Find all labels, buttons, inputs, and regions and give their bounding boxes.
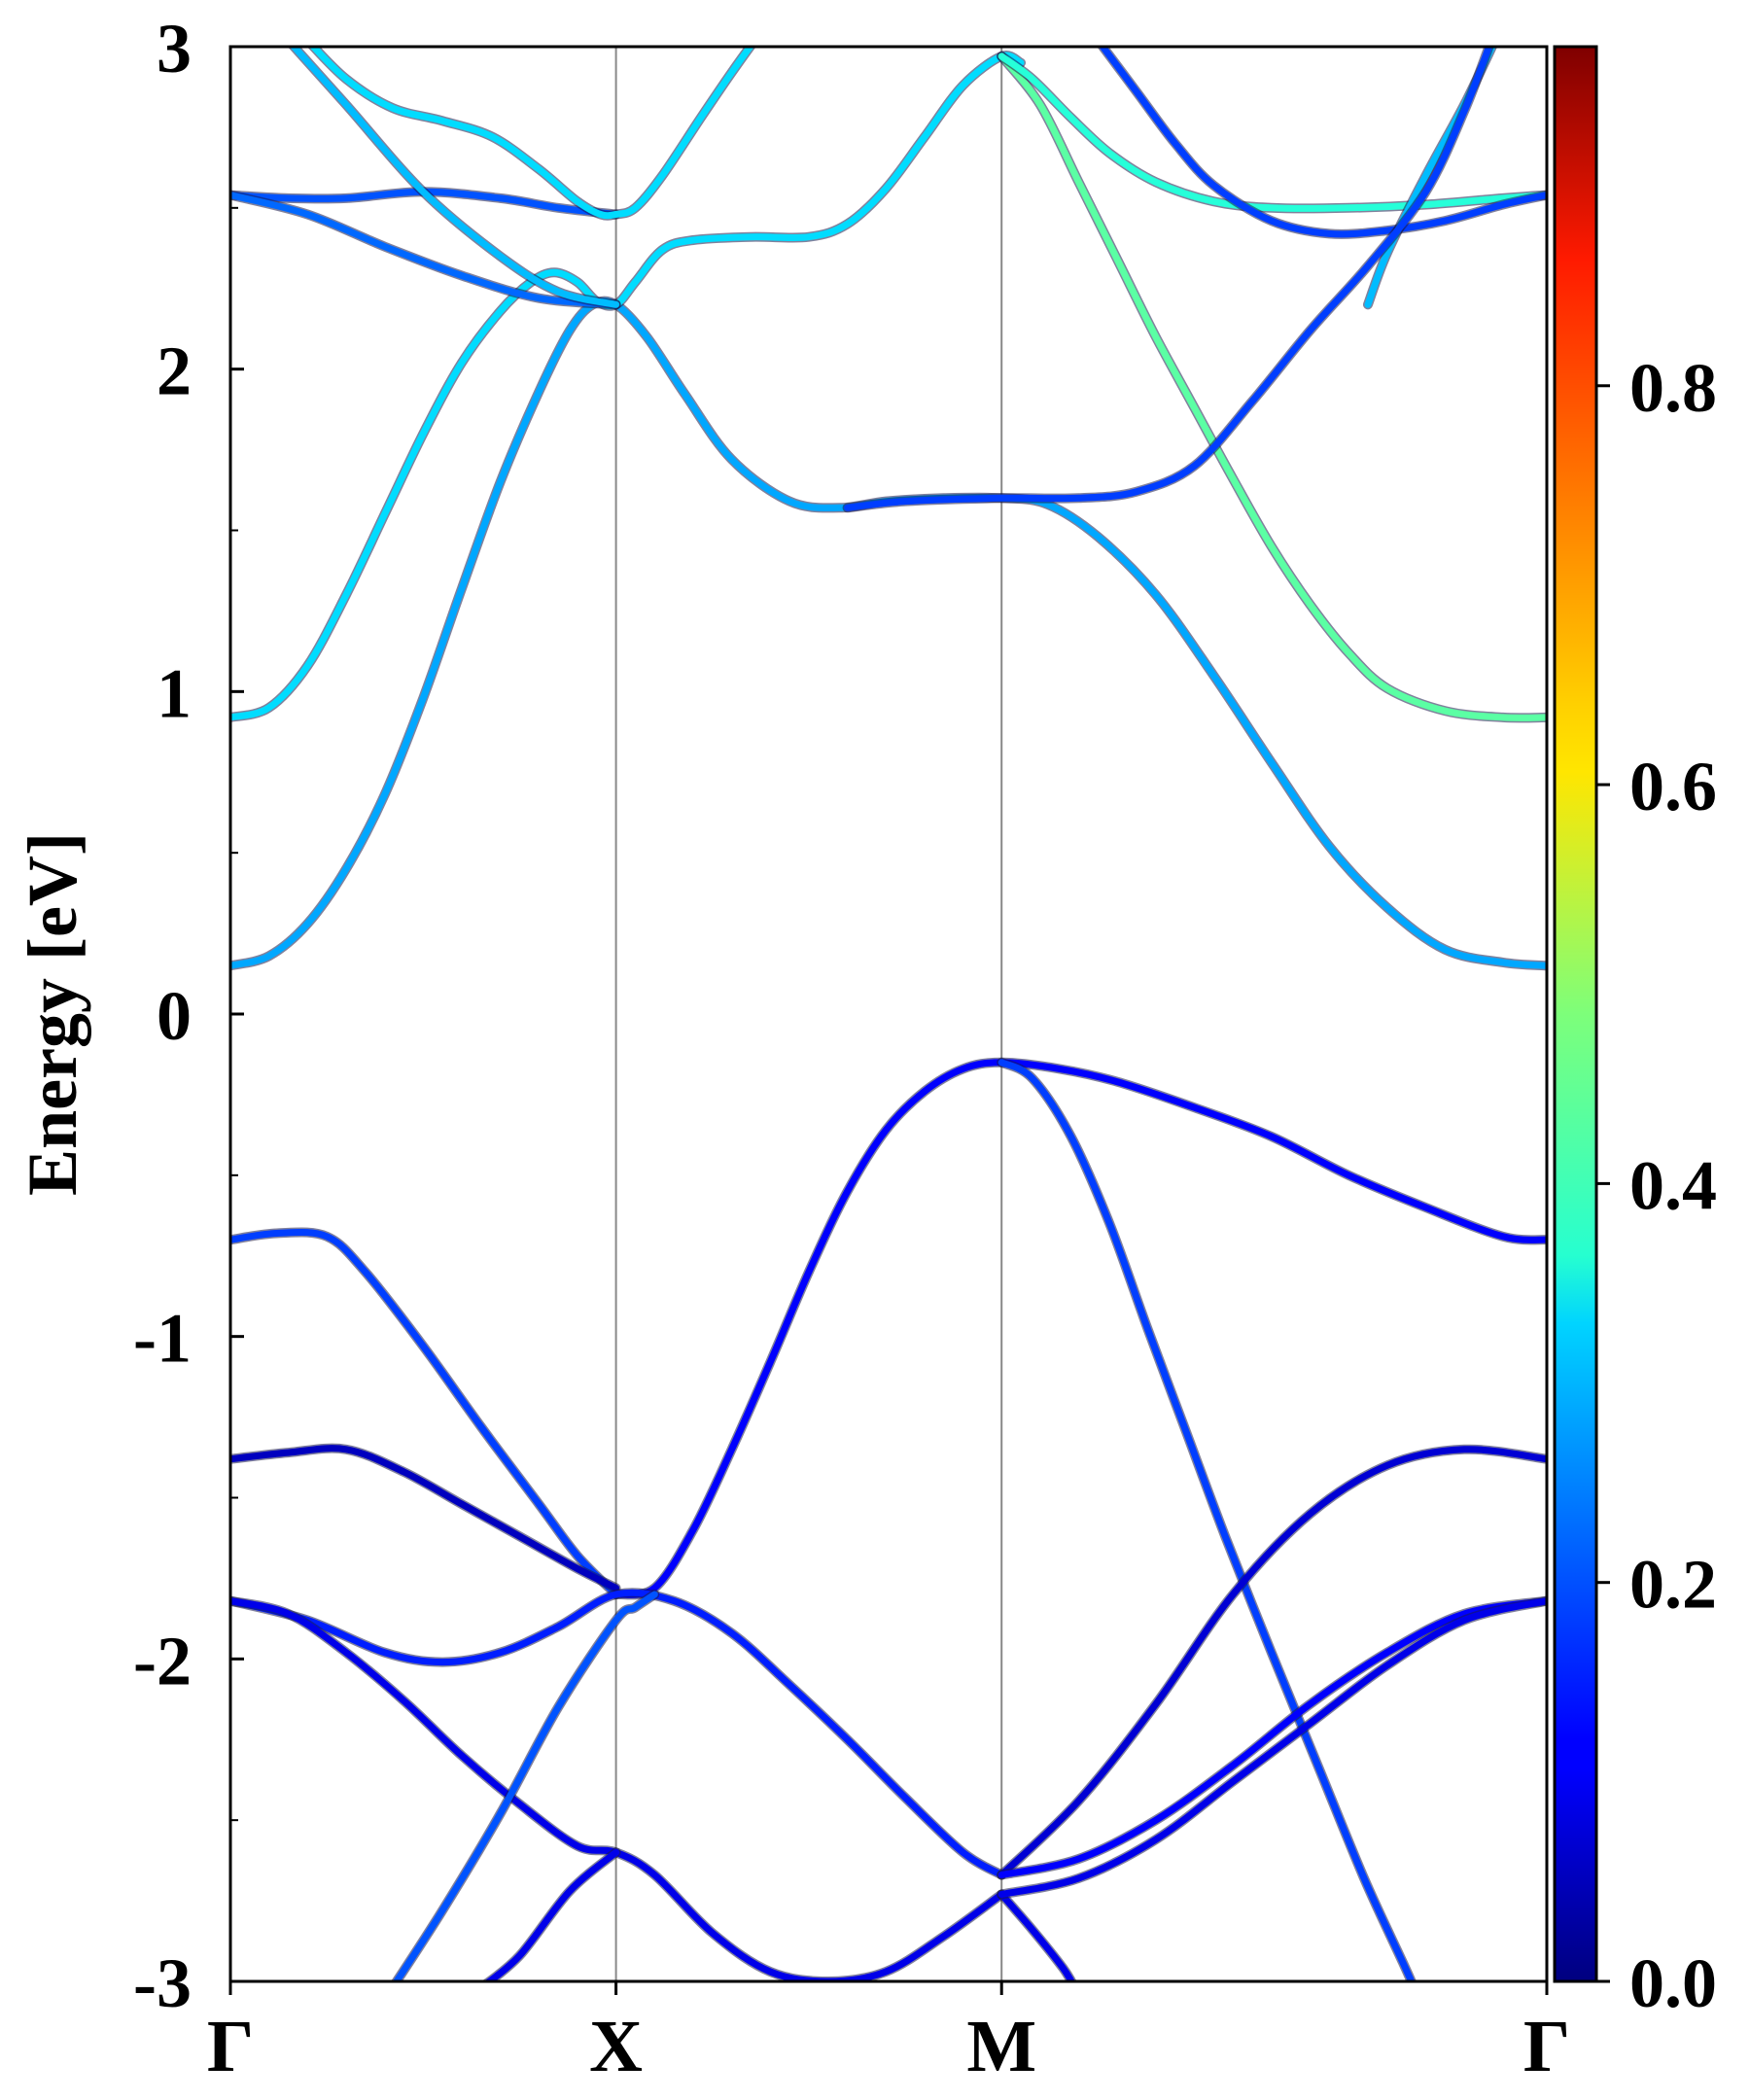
band-line bbox=[998, 1891, 1076, 1981]
y-tick-label: 2 bbox=[157, 332, 192, 410]
band-line bbox=[483, 1848, 620, 1981]
band-line bbox=[998, 1597, 1547, 1878]
colorbar: 0.0 0.2 0.4 0.6 0.8 bbox=[1553, 45, 1717, 2022]
y-tick-label: -1 bbox=[133, 1300, 192, 1378]
band-line bbox=[230, 192, 620, 308]
band-line bbox=[612, 1059, 1547, 1598]
band-line bbox=[289, 47, 620, 308]
x-tick-label: X bbox=[589, 2006, 643, 2087]
band-line bbox=[230, 52, 1025, 721]
y-tick-label: 0 bbox=[157, 977, 192, 1055]
x-tick-label: Γ bbox=[1523, 2006, 1570, 2087]
y-axis-label: Energy [eV] bbox=[14, 832, 91, 1196]
band-line bbox=[998, 1059, 1416, 1981]
colorbar-tick-label: 0.8 bbox=[1629, 349, 1717, 427]
colorbar-tick-label: 0.0 bbox=[1629, 1944, 1717, 2022]
band-line bbox=[230, 1445, 620, 1592]
colorbar-gradient bbox=[1553, 45, 1598, 1983]
x-tick-label: M bbox=[966, 2006, 1036, 2087]
band-line bbox=[998, 1597, 1547, 1898]
band-line bbox=[998, 52, 1547, 212]
band-outline bbox=[997, 1595, 1547, 1880]
y-tick-label: 3 bbox=[157, 10, 192, 88]
high-symmetry-lines bbox=[614, 47, 1003, 1981]
band-outline bbox=[997, 51, 1547, 723]
colorbar-tick-label: 0.2 bbox=[1629, 1546, 1717, 1624]
y-axis-ticks: 3 2 1 0 -1 -2 -3 bbox=[133, 10, 244, 2022]
y-tick-label: 1 bbox=[157, 654, 192, 732]
band-line bbox=[998, 1446, 1547, 1878]
band-line bbox=[230, 1228, 620, 1598]
band-line bbox=[392, 1591, 658, 1981]
band-line bbox=[1098, 47, 1547, 238]
band-outline bbox=[230, 1443, 621, 1593]
band-line bbox=[230, 298, 1547, 969]
y-tick-label: -2 bbox=[133, 1622, 192, 1699]
plot-area: 3 2 1 0 -1 -2 -3 Γ X M Γ bbox=[133, 10, 1570, 2087]
y-tick-label: -3 bbox=[133, 1944, 192, 2022]
band-line bbox=[844, 47, 1493, 511]
band-line bbox=[308, 47, 754, 220]
x-tick-label: Γ bbox=[207, 2006, 254, 2087]
band-lines bbox=[230, 47, 1547, 1981]
band-outline bbox=[230, 51, 1026, 722]
colorbar-tick-label: 0.6 bbox=[1629, 748, 1717, 825]
colorbar-ticks: 0.0 0.2 0.4 0.6 0.8 bbox=[1596, 349, 1717, 2022]
band-outline bbox=[287, 47, 621, 310]
band-outline bbox=[611, 1057, 1547, 1600]
band-line bbox=[998, 52, 1547, 721]
band-outline bbox=[230, 1227, 621, 1599]
colorbar-tick-label: 0.4 bbox=[1629, 1146, 1717, 1224]
band-outline bbox=[306, 47, 756, 221]
